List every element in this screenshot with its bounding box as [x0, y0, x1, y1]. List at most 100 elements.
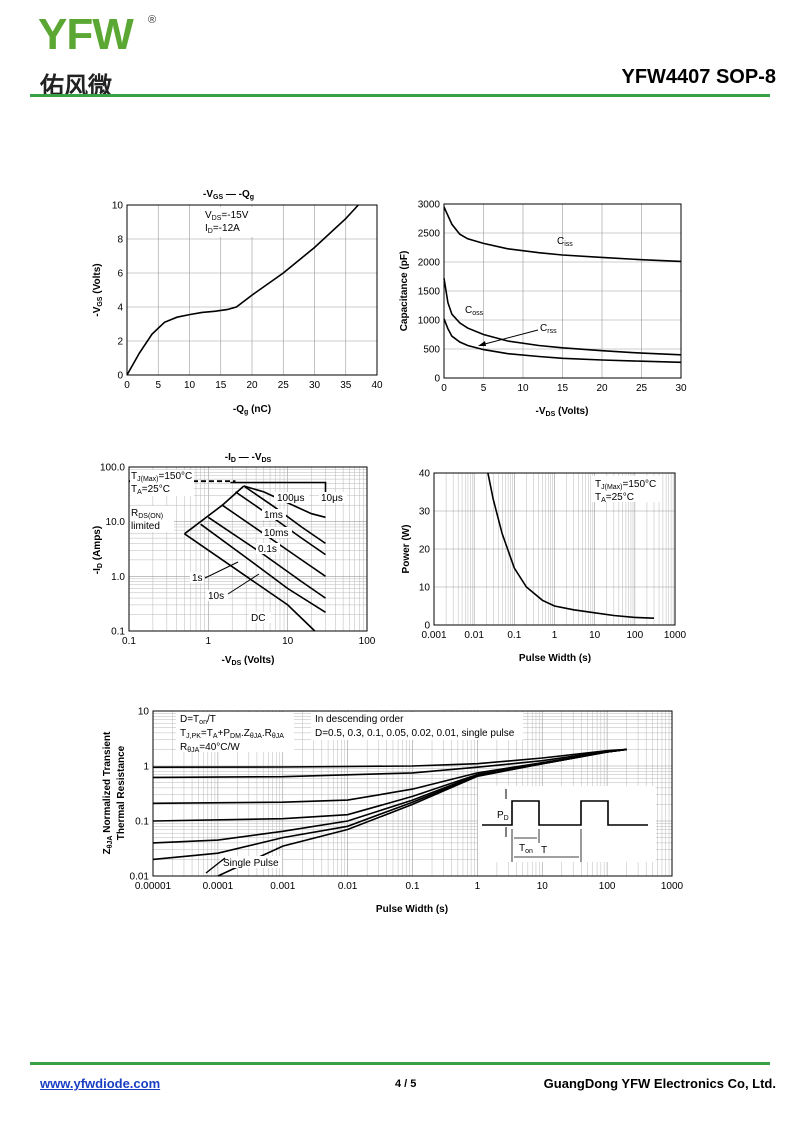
y-tick-label: 0.01 [130, 872, 150, 883]
thermal-impedance-chart: D=Ton/T TJ,PK=TA+PDM.ZθJA.RθJA RθJA=40°C/W… [102, 707, 684, 916]
label-10us: 10μs [321, 493, 343, 504]
label-pointer-10s [227, 573, 260, 595]
y-tick-label: 0 [117, 371, 123, 382]
label-10s: 10s [208, 591, 224, 602]
x-tick-label: 1000 [661, 881, 684, 892]
x-tick-label: 5 [481, 383, 487, 394]
annotation-vds: VDS=-15V [205, 210, 249, 222]
series-1ms [243, 485, 326, 545]
plot-frame [433, 472, 676, 626]
label-background [274, 492, 309, 503]
pulse-waveform-inset: PD Ton T [478, 786, 656, 862]
annotation-limited: limited [131, 521, 160, 532]
series-singlepulse [217, 748, 627, 877]
y-tick-label: 10 [138, 707, 150, 718]
y-tick-label: 10 [419, 583, 431, 594]
x-axis-label: Pulse Width (s) [519, 653, 591, 664]
annotation-order: In descending order [315, 714, 404, 725]
label-pointer-1s [204, 561, 239, 579]
label-dc: DC [251, 613, 265, 624]
label-100us: 100μs [277, 493, 304, 504]
x-tick-label: 1000 [664, 630, 687, 641]
annotation-rtheta: RθJA=40°C/W [180, 742, 240, 754]
pulse-power-curve [487, 472, 655, 619]
logo-text: YFW [38, 10, 134, 59]
y-tick-label: 1000 [418, 316, 441, 327]
y-tick-label: 8 [117, 235, 123, 246]
label-1ms: 1ms [264, 510, 283, 521]
y-tick-label: 2000 [418, 258, 441, 269]
plot-frame [126, 204, 378, 376]
y-tick-label: 2 [117, 337, 123, 348]
x-axis-label: -VDS (Volts) [222, 655, 275, 667]
label-background [592, 476, 660, 502]
chart-title: -ID — -VDS [225, 452, 272, 464]
annotation-rdson: RDS(ON) [131, 508, 163, 520]
page-number: 4 / 5 [395, 1078, 417, 1090]
crss-pointer [480, 329, 539, 346]
x-tick-label: 0 [441, 383, 447, 394]
safe-operating-area-chart: TJ(Max)=150°CTA=25°C RDS(ON)limited 100μs 1… [92, 452, 376, 667]
website-link[interactable]: www.yfwdiode.com [40, 1076, 161, 1091]
label-background [130, 506, 174, 532]
label-background [311, 712, 523, 740]
y-tick-label: 0.1 [135, 817, 149, 828]
y-tick-label: 500 [423, 345, 440, 356]
header-divider [30, 94, 770, 97]
y-tick-label: 0 [424, 621, 430, 632]
label-background [256, 543, 280, 554]
label-background [200, 207, 258, 237]
x-axis-label: -VDS (Volts) [536, 406, 589, 418]
series-crss [443, 318, 682, 364]
annotation-id: ID=-12A [205, 223, 240, 235]
label-background [220, 856, 282, 868]
x-tick-label: 0.0001 [203, 881, 234, 892]
x-tick-label: 5 [155, 380, 161, 391]
label-0-1s: 0.1s [258, 544, 277, 555]
y-tick-label: 1.0 [111, 572, 125, 583]
pulse-power-chart: TJ(Max)=150°CTA=25°C0.001 0.01 0.1 1 10 100 10… [401, 469, 687, 665]
x-tick-label: 1 [552, 630, 558, 641]
x-tick-label: 100 [626, 630, 643, 641]
y-tick-label: 100.0 [100, 463, 125, 474]
footer-divider [30, 1062, 770, 1065]
label-single-pulse: Single Pulse [223, 858, 279, 869]
y-axis-label: Power (W) [401, 525, 412, 574]
y-tick-label: 1 [143, 762, 149, 773]
series-d03 [152, 748, 627, 779]
series-ciss [443, 206, 682, 263]
x-tick-label: 0.00001 [135, 881, 172, 892]
y-tick-label: 3000 [418, 200, 441, 211]
series-1s [207, 516, 326, 599]
x-tick-label: 10 [537, 881, 549, 892]
x-tick-label: 10 [184, 380, 196, 391]
crss-pointer-arrowhead [478, 341, 486, 346]
x-tick-label: 40 [371, 380, 383, 391]
series-dc [184, 533, 316, 632]
plot-frame [152, 710, 673, 877]
y-tick-label: 6 [117, 269, 123, 280]
x-tick-label: 0.1 [122, 636, 136, 647]
x-tick-label: 10 [589, 630, 601, 641]
label-background [249, 612, 271, 623]
series-10s [230, 481, 327, 496]
y-axis-label: Capacitance (pF) [399, 251, 410, 332]
plot-frame [443, 203, 682, 379]
x-tick-label: 30 [675, 383, 687, 394]
label-background [190, 572, 204, 583]
x-tick-label: 0.001 [421, 630, 446, 641]
label-background [319, 492, 347, 503]
y-tick-label: 10.0 [106, 517, 126, 528]
gate-charge-curve [126, 204, 359, 376]
y-axis-label-line2: Thermal Resistance [116, 745, 127, 840]
x-tick-label: 0 [124, 380, 130, 391]
inset-background [478, 786, 656, 862]
series-10s [200, 523, 326, 613]
annotation-duty: D=Ton/T [180, 714, 216, 726]
annotation-tjpk: TJ,PK=TA+PDM.ZθJA.RθJA [180, 728, 284, 740]
y-axis-label-line1: ZθJA Normalized Transient [102, 731, 114, 854]
y-tick-label: 0.1 [111, 627, 125, 638]
x-tick-label: 100 [599, 881, 616, 892]
series-label-ciss: Ciss [557, 236, 573, 248]
